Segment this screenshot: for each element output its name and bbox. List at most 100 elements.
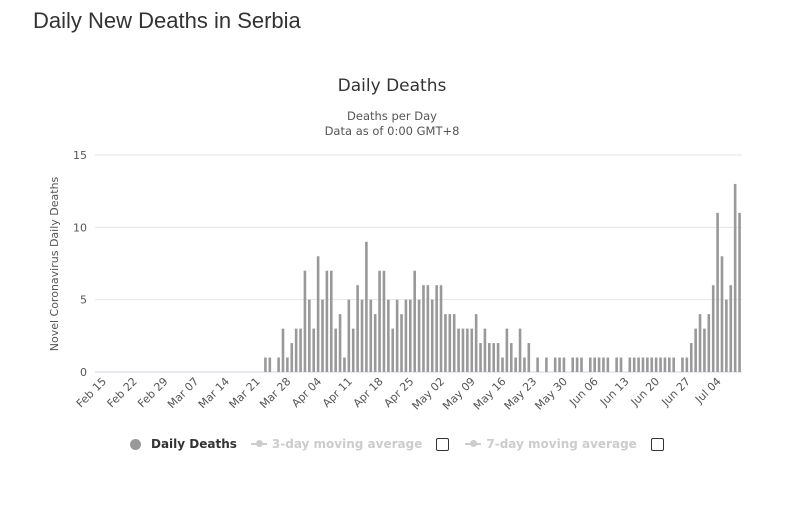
bar[interactable]	[466, 328, 469, 372]
bar[interactable]	[444, 314, 447, 372]
bar[interactable]	[435, 285, 438, 372]
bar[interactable]	[461, 328, 465, 372]
bar[interactable]	[277, 357, 280, 372]
bar[interactable]	[395, 299, 399, 372]
bar[interactable]	[360, 299, 364, 372]
bar[interactable]	[290, 343, 294, 372]
bar[interactable]	[619, 357, 623, 372]
bar[interactable]	[527, 343, 531, 372]
bar[interactable]	[347, 299, 351, 372]
bar[interactable]	[351, 328, 355, 372]
bar[interactable]	[650, 357, 654, 372]
bar[interactable]	[452, 314, 456, 372]
bar[interactable]	[703, 328, 706, 372]
bar[interactable]	[417, 299, 421, 372]
bar[interactable]	[343, 357, 346, 372]
bar[interactable]	[338, 314, 342, 372]
bar[interactable]	[716, 212, 719, 372]
bar[interactable]	[483, 328, 487, 372]
bar[interactable]	[334, 328, 337, 372]
bar[interactable]	[329, 270, 333, 372]
bar[interactable]	[264, 357, 267, 372]
bar[interactable]	[711, 285, 715, 372]
bar[interactable]	[448, 314, 452, 372]
bar[interactable]	[430, 299, 434, 372]
bar[interactable]	[729, 285, 733, 372]
bar[interactable]	[733, 183, 737, 372]
bar[interactable]	[593, 357, 596, 372]
bar[interactable]	[387, 299, 390, 372]
bar[interactable]	[514, 357, 517, 372]
bar[interactable]	[316, 256, 320, 372]
bar[interactable]	[681, 357, 684, 372]
bar[interactable]	[308, 299, 311, 372]
bar[interactable]	[365, 241, 368, 372]
bar[interactable]	[562, 357, 566, 372]
bar[interactable]	[663, 357, 667, 372]
bar[interactable]	[373, 314, 377, 372]
bar[interactable]	[400, 314, 403, 372]
bar[interactable]	[558, 357, 561, 372]
bar[interactable]	[698, 314, 702, 372]
bar[interactable]	[545, 357, 548, 372]
bar[interactable]	[597, 357, 601, 372]
bar[interactable]	[404, 299, 408, 372]
bar[interactable]	[505, 328, 509, 372]
bar[interactable]	[575, 357, 579, 372]
bar[interactable]	[439, 285, 443, 372]
bar[interactable]	[422, 285, 425, 372]
bar[interactable]	[672, 357, 675, 372]
bar[interactable]	[606, 357, 610, 372]
bar[interactable]	[720, 256, 724, 372]
bar[interactable]	[685, 357, 689, 372]
bar[interactable]	[615, 357, 618, 372]
bar[interactable]	[689, 343, 693, 372]
bar[interactable]	[488, 343, 491, 372]
bar[interactable]	[518, 328, 522, 372]
bar[interactable]	[637, 357, 640, 372]
bar[interactable]	[509, 343, 513, 372]
bar[interactable]	[426, 285, 430, 372]
bar[interactable]	[391, 328, 395, 372]
bar[interactable]	[707, 314, 711, 372]
bar[interactable]	[501, 357, 504, 372]
bar[interactable]	[286, 357, 289, 372]
bar[interactable]	[299, 328, 302, 372]
bar[interactable]	[413, 270, 416, 372]
bar[interactable]	[356, 285, 359, 372]
bar[interactable]	[369, 299, 373, 372]
bar[interactable]	[694, 328, 697, 372]
legend-3-day-average[interactable]: 3-day moving average	[250, 437, 422, 451]
bar[interactable]	[268, 357, 272, 372]
bar[interactable]	[628, 357, 632, 372]
bar[interactable]	[321, 299, 324, 372]
bar[interactable]	[523, 357, 526, 372]
bar[interactable]	[659, 357, 662, 372]
bar[interactable]	[496, 343, 500, 372]
bar[interactable]	[325, 270, 329, 372]
bar[interactable]	[571, 357, 575, 372]
bar[interactable]	[725, 299, 728, 372]
legend-daily-deaths[interactable]: Daily Deaths	[130, 437, 237, 451]
bar[interactable]	[588, 357, 592, 372]
bar[interactable]	[409, 299, 412, 372]
7-day-average-checkbox[interactable]	[650, 437, 664, 451]
bar[interactable]	[536, 357, 539, 372]
bar[interactable]	[580, 357, 583, 372]
bar[interactable]	[457, 328, 460, 372]
bar[interactable]	[641, 357, 645, 372]
bar[interactable]	[646, 357, 649, 372]
bar[interactable]	[303, 270, 307, 372]
bar[interactable]	[654, 357, 658, 372]
legend-7-day-average[interactable]: 7-day moving average	[465, 437, 637, 451]
bar[interactable]	[312, 328, 316, 372]
bar[interactable]	[382, 270, 386, 372]
3-day-average-checkbox[interactable]	[436, 437, 450, 451]
bar[interactable]	[553, 357, 557, 372]
bar[interactable]	[632, 357, 636, 372]
bar[interactable]	[474, 314, 478, 372]
bar[interactable]	[738, 212, 741, 372]
bar[interactable]	[470, 328, 474, 372]
bar[interactable]	[492, 343, 496, 372]
bar[interactable]	[294, 328, 298, 372]
